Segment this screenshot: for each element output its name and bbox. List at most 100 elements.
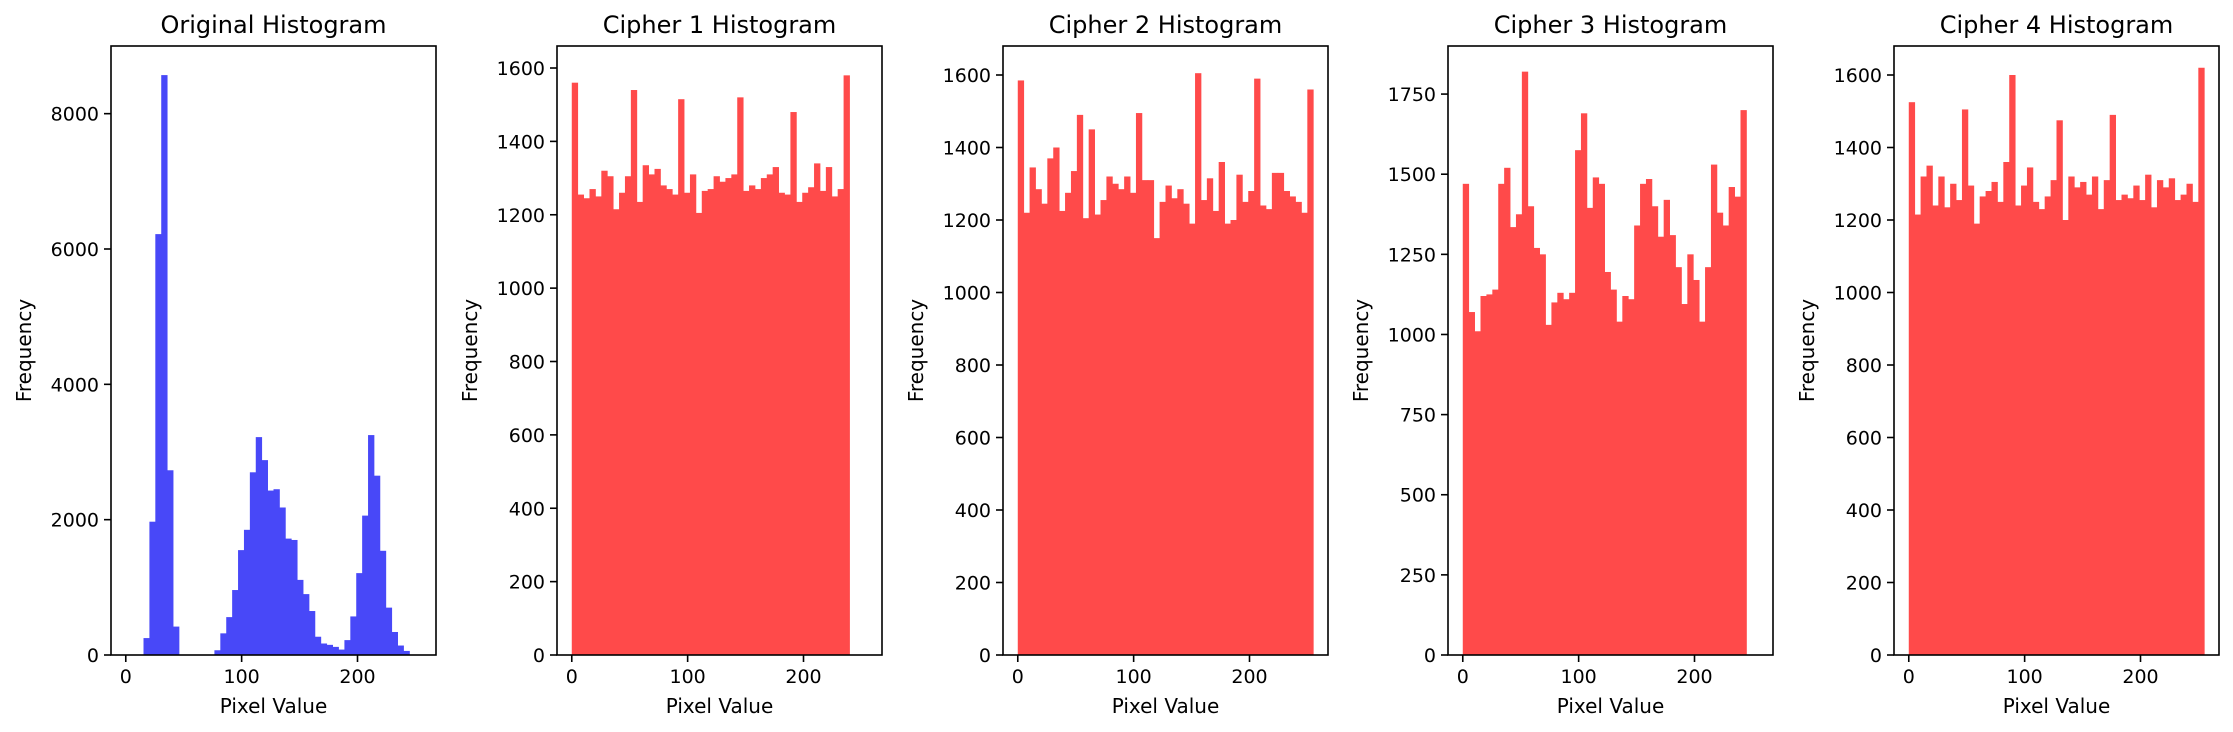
histogram-bar	[837, 189, 844, 655]
histogram-bar	[636, 201, 644, 656]
x-tick-label: 100	[2007, 666, 2043, 688]
histogram-bar	[1486, 294, 1493, 655]
histogram-bar	[297, 579, 304, 655]
histogram-bar	[1480, 296, 1487, 655]
histogram-bar	[648, 174, 655, 655]
x-tick-label: 200	[339, 666, 375, 688]
histogram-bar	[391, 631, 398, 655]
x-axis-label: Pixel Value	[1557, 694, 1665, 718]
histogram-bar	[285, 538, 292, 655]
histogram-bar	[1106, 176, 1113, 655]
histogram-bar	[2009, 75, 2016, 655]
histogram-bar	[2174, 200, 2181, 655]
histogram-bar	[1070, 171, 1078, 655]
panel-title: Original Histogram	[160, 11, 386, 39]
histogram-bar	[1295, 201, 1302, 656]
y-tick-label: 0	[87, 645, 99, 667]
histogram-bar	[601, 170, 608, 656]
histogram-bar	[291, 539, 298, 655]
histogram-bar	[1147, 180, 1155, 656]
histogram-bar	[749, 185, 756, 655]
x-tick-label: 0	[1457, 666, 1469, 688]
histogram-bar	[1938, 176, 1945, 655]
x-tick-label: 0	[1903, 666, 1915, 688]
histogram-bar	[1260, 205, 1267, 655]
histogram-bar	[1130, 192, 1137, 655]
histogram-bar	[725, 178, 732, 655]
histogram-bar	[1675, 267, 1682, 655]
histogram-bar	[2015, 205, 2022, 655]
y-tick-label: 0	[533, 645, 545, 667]
histogram-bar	[2026, 167, 2034, 655]
histogram-bar	[1510, 227, 1517, 655]
histogram-bar	[1645, 179, 1653, 655]
histogram-bar	[243, 529, 251, 655]
histogram-bar	[308, 611, 316, 655]
histogram-bar	[1035, 189, 1042, 655]
histogram-bar	[571, 82, 579, 655]
histogram-bar	[2003, 162, 2010, 655]
histogram-bar	[678, 99, 685, 655]
histogram-bar	[255, 437, 263, 655]
histogram-bar	[808, 187, 815, 656]
histogram-bar	[314, 636, 322, 655]
x-tick-label: 0	[1012, 666, 1024, 688]
histogram-bar	[1722, 225, 1730, 656]
histogram-bar	[1575, 150, 1582, 656]
histogram-bar	[1622, 296, 1629, 655]
histogram-bar	[2109, 114, 2116, 656]
histogram-bar	[338, 649, 345, 655]
histogram-bar	[1498, 183, 1505, 655]
axes-frame	[1002, 45, 1329, 656]
axes-frame	[1447, 45, 1774, 656]
histogram-bar	[1681, 304, 1688, 655]
histogram-bar	[1112, 183, 1119, 655]
histogram-bar	[1236, 174, 1243, 655]
y-tick-label: 1000	[943, 283, 991, 305]
y-tick-label: 1200	[1834, 210, 1882, 232]
y-tick-label: 1500	[1388, 164, 1436, 186]
y-tick-label: 250	[1400, 565, 1436, 587]
histogram-bar	[689, 174, 697, 655]
histogram-bar	[1521, 71, 1529, 655]
histogram-bar	[373, 475, 381, 655]
histogram-bar	[1504, 167, 1511, 656]
histogram-bar	[1985, 191, 1992, 655]
histogram-bar	[1029, 167, 1036, 655]
panel-title: Cipher 4 Histogram	[1940, 11, 2174, 39]
histogram-bar	[1023, 212, 1030, 655]
histogram-bar	[1100, 200, 1107, 655]
histogram-bar	[1563, 299, 1570, 655]
histogram-bar	[2139, 200, 2146, 655]
histogram-bar	[362, 515, 369, 655]
histogram-bar	[214, 650, 221, 655]
histogram-bar	[2068, 176, 2075, 655]
histogram-bar	[1592, 177, 1600, 656]
histogram-bar	[1047, 158, 1054, 656]
histogram-bar	[2186, 183, 2193, 655]
histogram-bar	[2021, 185, 2028, 655]
histogram-bar	[1539, 254, 1546, 655]
histogram-bar	[1283, 191, 1290, 655]
histogram-bar	[1586, 207, 1594, 655]
histogram-bar	[1124, 176, 1131, 655]
histogram-bar	[701, 190, 709, 655]
y-tick-label: 600	[509, 425, 545, 447]
histogram-bar	[1242, 201, 1249, 656]
histogram-bar	[1200, 200, 1208, 655]
x-axis-label: Pixel Value	[2003, 694, 2111, 718]
histogram-bar	[1728, 187, 1735, 655]
histogram-bar	[161, 75, 168, 656]
histogram-bar	[1183, 203, 1190, 655]
y-tick-label: 1600	[943, 65, 991, 87]
histogram-bar	[719, 181, 726, 656]
y-tick-label: 800	[1846, 355, 1882, 377]
histogram-bar	[2198, 67, 2205, 655]
x-axis-label: Pixel Value	[220, 694, 328, 718]
histogram-bar	[1135, 113, 1143, 655]
histogram-bar	[1956, 200, 1963, 655]
histogram-bar	[1991, 181, 1998, 655]
x-tick-label: 200	[1676, 666, 1712, 688]
histogram-bar	[1932, 205, 1939, 655]
